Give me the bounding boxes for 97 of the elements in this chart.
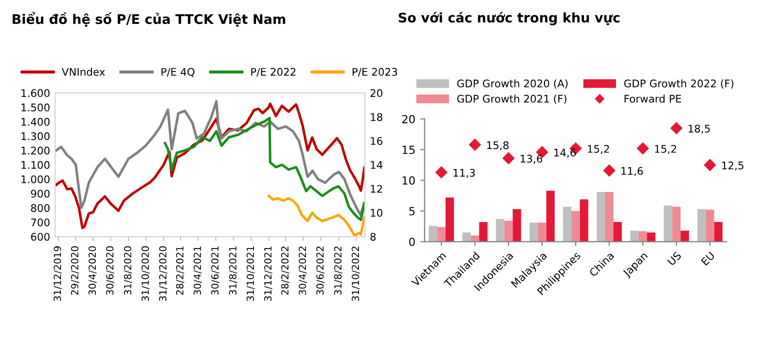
legend-label: Forward PE	[624, 94, 682, 103]
bar	[496, 218, 504, 242]
point	[636, 142, 650, 155]
y2-tick-label: 12	[370, 184, 382, 193]
x-tick-label: 30/6/2021	[211, 246, 220, 295]
x-tick-label: 28/2/2022	[281, 246, 290, 295]
bar	[437, 226, 446, 242]
y2-tick-label: 18	[370, 113, 382, 121]
bar	[647, 232, 656, 242]
bar	[546, 190, 555, 242]
bar	[680, 230, 689, 242]
x-tick-label: 30/4/2020	[88, 246, 97, 295]
point	[502, 152, 515, 164]
x-tick-label: 31/10/2022	[352, 246, 360, 301]
y-tick-label: 800	[31, 204, 50, 212]
legend-label: P/E 4Q	[162, 68, 194, 78]
y-tick-label: 600	[31, 232, 50, 241]
bar	[706, 210, 714, 242]
bar	[428, 226, 438, 242]
bar	[479, 222, 488, 242]
x-tick-label: 30/4/2021	[194, 246, 202, 295]
bar	[470, 236, 480, 242]
bar	[630, 230, 639, 242]
bar	[638, 231, 648, 242]
chart-title: So với các nước trong khu vực	[398, 12, 620, 26]
x-tick-label: 31/12/2020	[159, 246, 168, 301]
x-tick-label: EU	[700, 252, 716, 266]
bar	[446, 198, 454, 242]
bar	[605, 192, 614, 242]
line-series	[267, 194, 365, 237]
bar	[529, 222, 538, 242]
legend-label: P/E 2023	[352, 68, 398, 77]
point	[468, 138, 482, 151]
bar	[672, 206, 681, 242]
y2-tick-label: 10	[370, 208, 382, 217]
y2-tick-label: 14	[370, 161, 382, 169]
data-label: 14,6	[554, 148, 576, 158]
data-label: 15,2	[655, 144, 676, 154]
y-tick-label: 900	[30, 190, 50, 198]
y-tick-label: 1.300	[22, 132, 50, 140]
data-label: 15,8	[487, 141, 509, 150]
data-label: 11,3	[454, 168, 475, 178]
x-tick-label: 31/8/2020	[124, 246, 132, 295]
y-tick-label: 0	[409, 238, 415, 246]
y-tick-label: 1.500	[22, 104, 50, 112]
x-tick-label: 31/8/2022	[334, 246, 342, 295]
point	[603, 164, 616, 177]
legend-label: GDP Growth 2020 (A)	[457, 79, 568, 89]
x-tick-label: 31/10/2021	[246, 246, 255, 301]
bar	[512, 209, 522, 242]
bar	[596, 192, 606, 242]
y-tick-label: 5	[409, 207, 415, 216]
y2-tick-label: 16	[370, 137, 382, 145]
x-tick-label: 31/8/2021	[229, 246, 238, 295]
x-tick-label: 31/12/2021	[264, 246, 272, 301]
bar	[563, 206, 572, 242]
y2-tick-label: 20	[370, 89, 382, 98]
data-label: 12,5	[722, 162, 744, 170]
data-label: 18,5	[688, 124, 710, 134]
legend-label: GDP Growth 2022 (F)	[624, 79, 734, 89]
bar	[697, 209, 706, 242]
y-tick-label: 10	[402, 176, 415, 185]
bar	[538, 222, 546, 242]
y-tick-label: 20	[402, 114, 415, 124]
x-tick-label: 31/12/2019	[54, 246, 62, 301]
x-tick-label: US	[667, 251, 682, 266]
point	[670, 122, 683, 134]
bar	[714, 222, 723, 242]
y-tick-label: 1.400	[22, 118, 50, 126]
y-tick-label: 700	[31, 218, 50, 226]
bar	[580, 199, 588, 242]
point	[704, 158, 716, 172]
legend-label: P/E 2022	[251, 68, 296, 77]
data-label: 11,6	[621, 167, 643, 176]
chart-title: Biểu đồ hệ số P/E của TTCK Việt Nam	[12, 12, 286, 27]
bar	[664, 205, 672, 242]
x-tick-label: 30/6/2020	[106, 246, 114, 295]
point	[435, 166, 448, 179]
y-tick-label: 1.100	[22, 161, 50, 169]
y-tick-label: 1.600	[22, 89, 50, 98]
y-tick-label: 15	[402, 146, 415, 154]
y-tick-label: 1.000	[22, 175, 50, 184]
bar	[571, 210, 580, 242]
y2-tick-label: 8	[370, 232, 376, 241]
y-tick-label: 1.200	[22, 146, 50, 155]
line-series	[164, 116, 365, 222]
x-tick-label: 29/2/2020	[70, 246, 80, 295]
legend-label: VNIndex	[62, 68, 105, 76]
legend-label: GDP Growth 2021 (F)	[457, 94, 566, 104]
x-tick-label: 28/2/2021	[176, 246, 184, 295]
bar	[613, 222, 622, 242]
bar	[504, 220, 513, 242]
x-tick-label: 30/4/2022	[298, 246, 307, 295]
x-tick-label: 31/10/2020	[142, 246, 150, 301]
data-label: 15,2	[588, 144, 609, 154]
x-tick-label: 30/6/2022	[316, 246, 324, 295]
data-label: 13,6	[520, 154, 542, 164]
